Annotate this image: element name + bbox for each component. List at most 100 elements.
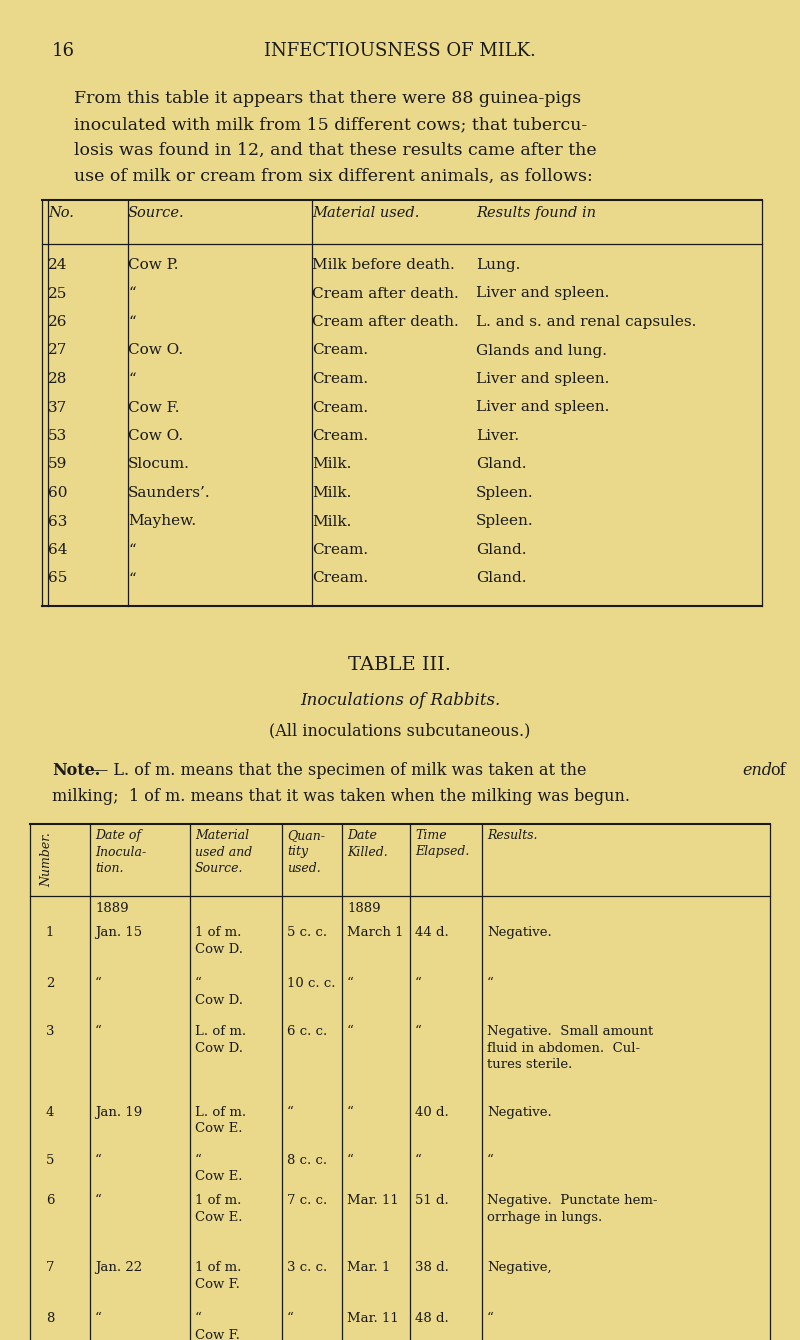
Text: losis was found in 12, and that these results came after the: losis was found in 12, and that these re… <box>74 142 597 159</box>
Text: (All inoculations subcutaneous.): (All inoculations subcutaneous.) <box>270 722 530 738</box>
Text: Spleen.: Spleen. <box>476 515 534 528</box>
Text: Mayhew.: Mayhew. <box>128 515 196 528</box>
Text: 27: 27 <box>48 343 67 358</box>
Text: Negative.  Punctate hem-
orrhage in lungs.: Negative. Punctate hem- orrhage in lungs… <box>487 1194 658 1223</box>
Text: “: “ <box>128 571 136 586</box>
Text: 60: 60 <box>48 486 67 500</box>
Text: 25: 25 <box>48 287 67 300</box>
Text: Cream.: Cream. <box>312 571 368 586</box>
Text: Date
Killed.: Date Killed. <box>347 829 388 859</box>
Text: Quan-
tity
used.: Quan- tity used. <box>287 829 325 875</box>
Text: L. and s. and renal capsules.: L. and s. and renal capsules. <box>476 315 696 330</box>
Text: Milk.: Milk. <box>312 457 351 472</box>
Text: “: “ <box>95 1025 102 1038</box>
Text: Cream.: Cream. <box>312 401 368 414</box>
Text: 6 c. c.: 6 c. c. <box>287 1025 327 1038</box>
Text: Slocum.: Slocum. <box>128 457 190 472</box>
Text: “: “ <box>487 977 494 990</box>
Text: Gland.: Gland. <box>476 543 526 557</box>
Text: of: of <box>770 762 786 779</box>
Text: “: “ <box>95 1154 102 1167</box>
Text: Jan. 22: Jan. 22 <box>95 1261 142 1274</box>
Text: 26: 26 <box>48 315 67 330</box>
Text: 37: 37 <box>48 401 67 414</box>
Text: Inoculations of Rabbits.: Inoculations of Rabbits. <box>300 691 500 709</box>
Text: 63: 63 <box>48 515 67 528</box>
Text: 1 of m.
Cow F.: 1 of m. Cow F. <box>195 1261 242 1290</box>
Text: “: “ <box>487 1154 494 1167</box>
Text: 65: 65 <box>48 571 67 586</box>
Text: Cream after death.: Cream after death. <box>312 287 458 300</box>
Text: “: “ <box>487 1312 494 1325</box>
Text: — L. of m. means that the specimen of milk was taken at the: — L. of m. means that the specimen of mi… <box>87 762 586 779</box>
Text: Lung.: Lung. <box>476 259 520 272</box>
Text: Saunders’.: Saunders’. <box>128 486 210 500</box>
Text: “: “ <box>415 977 422 990</box>
Text: “: “ <box>415 1154 422 1167</box>
Text: “
Cow F.: “ Cow F. <box>195 1312 240 1340</box>
Text: 5: 5 <box>46 1154 54 1167</box>
Text: 1 of m.
Cow E.: 1 of m. Cow E. <box>195 1194 242 1223</box>
Text: 28: 28 <box>48 373 67 386</box>
Text: Liver.: Liver. <box>476 429 519 444</box>
Text: 3 c. c.: 3 c. c. <box>287 1261 327 1274</box>
Text: Glands and lung.: Glands and lung. <box>476 343 607 358</box>
Text: Negative,: Negative, <box>487 1261 552 1274</box>
Text: “: “ <box>95 1312 102 1325</box>
Text: Number.: Number. <box>40 832 53 887</box>
Text: “
Cow E.: “ Cow E. <box>195 1154 242 1183</box>
Text: L. of m.
Cow D.: L. of m. Cow D. <box>195 1025 246 1055</box>
Text: “: “ <box>95 977 102 990</box>
Text: 24: 24 <box>48 259 67 272</box>
Text: 44 d.: 44 d. <box>415 926 449 939</box>
Text: 40 d.: 40 d. <box>415 1106 449 1119</box>
Text: 59: 59 <box>48 457 67 472</box>
Text: No.: No. <box>48 206 74 220</box>
Text: Cow P.: Cow P. <box>128 259 178 272</box>
Text: Milk before death.: Milk before death. <box>312 259 454 272</box>
Text: milking;  1 of m. means that it was taken when the milking was begun.: milking; 1 of m. means that it was taken… <box>52 788 630 805</box>
Text: Negative.  Small amount
fluid in abdomen.  Cul-
tures sterile.: Negative. Small amount fluid in abdomen.… <box>487 1025 654 1071</box>
Text: “: “ <box>347 1106 354 1119</box>
Text: 53: 53 <box>48 429 67 444</box>
Text: Cream.: Cream. <box>312 343 368 358</box>
Text: 51 d.: 51 d. <box>415 1194 449 1207</box>
Text: Jan. 19: Jan. 19 <box>95 1106 142 1119</box>
Text: INFECTIOUSNESS OF MILK.: INFECTIOUSNESS OF MILK. <box>264 42 536 60</box>
Text: Results.: Results. <box>487 829 538 842</box>
Text: Milk.: Milk. <box>312 515 351 528</box>
Text: 7: 7 <box>46 1261 54 1274</box>
Text: Gland.: Gland. <box>476 571 526 586</box>
Text: From this table it appears that there were 88 guinea-pigs: From this table it appears that there we… <box>74 90 581 107</box>
Text: “: “ <box>128 543 136 557</box>
Text: Negative.: Negative. <box>487 926 552 939</box>
Text: Cow F.: Cow F. <box>128 401 179 414</box>
Text: inoculated with milk from 15 different cows; that tubercu-: inoculated with milk from 15 different c… <box>74 117 587 133</box>
Text: Milk.: Milk. <box>312 486 351 500</box>
Text: “: “ <box>347 1154 354 1167</box>
Text: 8 c. c.: 8 c. c. <box>287 1154 327 1167</box>
Text: 1889: 1889 <box>95 902 129 915</box>
Text: Cream.: Cream. <box>312 543 368 557</box>
Text: “: “ <box>128 315 136 330</box>
Text: “
Cow D.: “ Cow D. <box>195 977 243 1006</box>
Text: Liver and spleen.: Liver and spleen. <box>476 287 610 300</box>
Text: Mar. 11: Mar. 11 <box>347 1312 398 1325</box>
Text: Cow O.: Cow O. <box>128 429 183 444</box>
Text: 5 c. c.: 5 c. c. <box>287 926 327 939</box>
Text: Source.: Source. <box>128 206 185 220</box>
Text: 8: 8 <box>46 1312 54 1325</box>
Text: Time
Elapsed.: Time Elapsed. <box>415 829 470 859</box>
Text: “: “ <box>415 1025 422 1038</box>
Text: Negative.: Negative. <box>487 1106 552 1119</box>
Text: “: “ <box>95 1194 102 1207</box>
Text: 38 d.: 38 d. <box>415 1261 449 1274</box>
Text: Mar. 11: Mar. 11 <box>347 1194 398 1207</box>
Text: “: “ <box>287 1106 294 1119</box>
Text: Mar. 1: Mar. 1 <box>347 1261 390 1274</box>
Text: “: “ <box>347 977 354 990</box>
Text: 4: 4 <box>46 1106 54 1119</box>
Text: “: “ <box>128 373 136 386</box>
Text: 7 c. c.: 7 c. c. <box>287 1194 327 1207</box>
Text: 16: 16 <box>52 42 75 60</box>
